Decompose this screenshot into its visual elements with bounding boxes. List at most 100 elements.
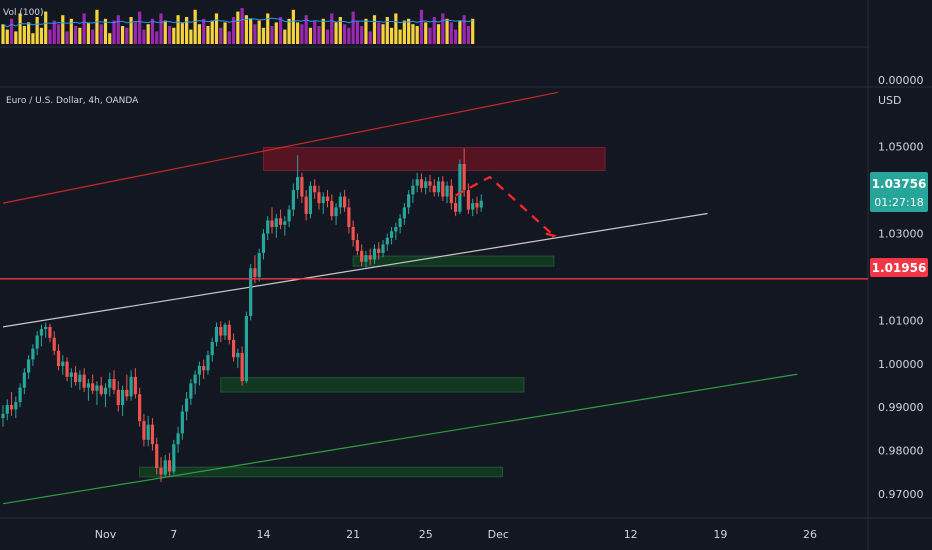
- mid-channel-line: [2, 212, 708, 328]
- candle-body: [48, 326, 52, 338]
- volume-bar: [338, 17, 342, 44]
- candle: [257, 248, 261, 282]
- candle: [202, 359, 206, 380]
- candle: [95, 381, 99, 406]
- candle-body: [330, 200, 334, 217]
- projection-path: [455, 175, 555, 237]
- candle-body: [73, 372, 78, 383]
- candle: [428, 174, 432, 193]
- candle: [287, 205, 291, 227]
- candle: [1, 405, 5, 427]
- candle-body: [432, 185, 436, 193]
- candle: [270, 207, 274, 234]
- candle-body: [133, 376, 137, 395]
- volume-bar: [22, 26, 26, 44]
- candle-body: [389, 231, 394, 238]
- candle: [389, 226, 394, 245]
- candle: [415, 172, 419, 193]
- zones-layer: [139, 147, 606, 478]
- time-axis[interactable]: Nov 7 14 21 25 Dec 12 19 26: [95, 528, 817, 541]
- candle: [291, 183, 295, 217]
- candle-body: [244, 316, 248, 382]
- volume-bar: [167, 26, 172, 44]
- candle: [266, 216, 270, 241]
- candle-body: [180, 411, 184, 434]
- volume-bar: [407, 18, 411, 44]
- candle: [385, 233, 389, 251]
- candle: [261, 229, 266, 260]
- price-tick-label: 0.99000: [878, 401, 924, 414]
- candle-body: [253, 268, 257, 277]
- time-tick-label: 25: [419, 528, 433, 541]
- volume-bar: [308, 27, 313, 44]
- candle: [419, 173, 424, 193]
- candle: [300, 172, 304, 204]
- volume-bar: [249, 18, 253, 44]
- volume-bar: [321, 18, 325, 44]
- volume-bar: [398, 29, 402, 44]
- volume-bar: [219, 27, 223, 44]
- price-tick-label: 0.98000: [878, 445, 924, 458]
- candle: [360, 244, 364, 267]
- candles-layer: [1, 148, 483, 482]
- candle-body: [14, 402, 18, 410]
- volume-bar: [108, 33, 112, 44]
- candle: [103, 383, 108, 408]
- candle: [424, 177, 428, 195]
- candle-body: [78, 374, 82, 383]
- candle-body: [176, 433, 180, 445]
- volume-bar: [236, 11, 240, 45]
- candle: [61, 355, 65, 375]
- volume-scale-label: 0.00000: [878, 74, 924, 87]
- volume-bar: [283, 29, 287, 44]
- candle: [471, 198, 475, 217]
- candle: [445, 181, 449, 204]
- candle-body: [193, 374, 197, 384]
- candle: [278, 209, 283, 230]
- volume-bar: [129, 17, 133, 44]
- volume-bar: [424, 22, 428, 44]
- volume-bar: [172, 27, 176, 44]
- time-tick-label: 12: [624, 528, 638, 541]
- candle: [112, 370, 116, 395]
- candle-body: [69, 372, 73, 377]
- candle-body: [462, 164, 466, 191]
- candle-body: [321, 196, 325, 204]
- candle: [343, 190, 347, 212]
- candle: [146, 415, 150, 447]
- candle: [338, 192, 342, 214]
- volume-bar: [44, 11, 48, 45]
- volume-bar: [411, 24, 415, 44]
- candle: [368, 248, 372, 265]
- candle-body: [125, 389, 129, 397]
- candle-body: [266, 220, 270, 234]
- candle-body: [189, 383, 193, 399]
- time-tick-label: 7: [170, 528, 177, 541]
- candle: [223, 322, 227, 340]
- volume-bar: [394, 13, 398, 44]
- candle-body: [479, 200, 483, 208]
- candle: [69, 368, 73, 388]
- candle-body: [103, 387, 108, 395]
- candle-body: [424, 181, 428, 188]
- volume-bar: [133, 22, 137, 44]
- time-tick-label: 14: [256, 528, 270, 541]
- candle-body: [65, 361, 69, 377]
- price-tick-label: 1.00000: [878, 358, 924, 371]
- candle-body: [398, 218, 402, 227]
- candle-body: [112, 379, 116, 390]
- volume-bar: [389, 27, 394, 44]
- candle-body: [317, 192, 321, 204]
- volume-legend: Vol (100): [3, 8, 44, 18]
- candle: [244, 311, 248, 384]
- candle-body: [407, 194, 411, 208]
- candle-body: [364, 255, 368, 262]
- price-tick-label: 1.01000: [878, 314, 924, 327]
- candle: [22, 368, 26, 395]
- volume-bar: [56, 24, 61, 44]
- volume-bar: [415, 26, 419, 44]
- candle: [334, 203, 338, 225]
- volume-bar: [185, 17, 189, 44]
- candle: [91, 374, 95, 395]
